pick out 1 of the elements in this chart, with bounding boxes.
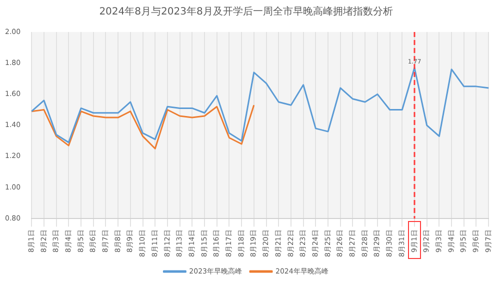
chart-title: 2024年8月与2023年8月及开学后一周全市早晚高峰拥堵指数分析 [99,6,393,18]
